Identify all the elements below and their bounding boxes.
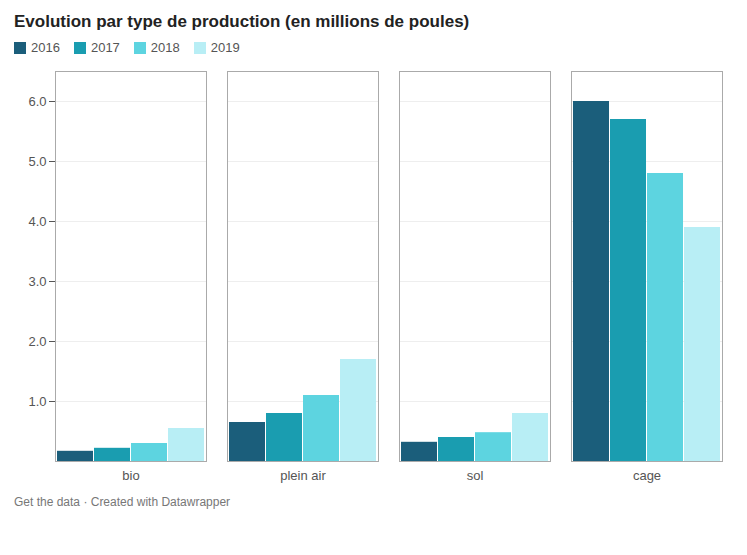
html-text:2017: 2017 <box>90 40 120 55</box>
svg-text:2.0: 2.0 <box>28 334 46 349</box>
html-text:2019: 2019 <box>210 40 240 55</box>
html-text:2018: 2018 <box>150 40 180 55</box>
html-text:Get the data · Created with Da: Get the data · Created with Datawrapper <box>14 495 231 509</box>
svg-text:sol: sol <box>467 468 484 483</box>
svg-text:4.0: 4.0 <box>28 214 46 229</box>
html-text:Evolution par type de producti: Evolution par type de production (en mil… <box>14 12 470 31</box>
html-text:2016: 2016 <box>31 40 60 55</box>
svg-text:cage: cage <box>633 468 661 483</box>
svg-text:3.0: 3.0 <box>28 274 46 289</box>
svg-text:5.0: 5.0 <box>28 154 46 169</box>
svg-text:bio: bio <box>122 468 139 483</box>
svg-text:plein air: plein air <box>280 468 326 483</box>
svg-text:6.0: 6.0 <box>28 94 46 109</box>
svg-text:1.0: 1.0 <box>28 394 46 409</box>
